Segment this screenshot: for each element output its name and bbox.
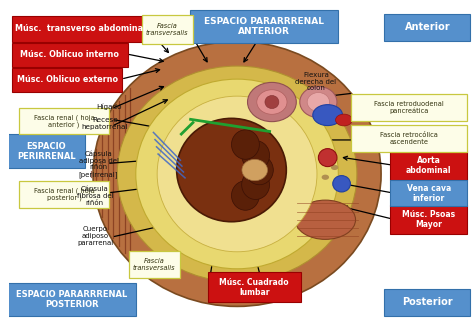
Circle shape <box>322 175 329 180</box>
Ellipse shape <box>307 93 329 112</box>
Text: Cápsula
adiposa del
riñón
[perirrenal]: Cápsula adiposa del riñón [perirrenal] <box>79 150 118 178</box>
Text: ESPACIO PARARRRENAL
POSTERIOR: ESPACIO PARARRRENAL POSTERIOR <box>16 290 128 309</box>
Text: Fascia
transversalis: Fascia transversalis <box>146 23 189 36</box>
Ellipse shape <box>117 66 357 282</box>
FancyBboxPatch shape <box>190 10 338 43</box>
Text: Receso
hepatorrenal: Receso hepatorrenal <box>82 117 128 130</box>
Ellipse shape <box>136 79 338 269</box>
Text: Posterior: Posterior <box>402 297 453 307</box>
FancyBboxPatch shape <box>8 283 136 316</box>
Ellipse shape <box>242 159 267 181</box>
Circle shape <box>313 105 343 126</box>
FancyBboxPatch shape <box>391 205 467 234</box>
Circle shape <box>331 165 338 170</box>
FancyBboxPatch shape <box>18 181 109 208</box>
Text: Cápsula
fibrosa del
riñón: Cápsula fibrosa del riñón <box>77 185 113 206</box>
FancyBboxPatch shape <box>18 108 109 134</box>
Text: Fascia retrocólica
ascendente: Fascia retrocólica ascendente <box>380 132 438 145</box>
Ellipse shape <box>157 96 317 252</box>
Text: Fascia renal ( hoja
anterior ): Fascia renal ( hoja anterior ) <box>34 114 94 128</box>
Text: Anterior: Anterior <box>404 23 450 32</box>
Text: Músc.  transverso abdominal: Músc. transverso abdominal <box>15 24 146 33</box>
Ellipse shape <box>300 86 337 117</box>
FancyBboxPatch shape <box>8 134 85 168</box>
Text: Fascia
transversalis: Fascia transversalis <box>133 258 176 271</box>
Ellipse shape <box>242 141 270 170</box>
Ellipse shape <box>232 95 316 154</box>
FancyBboxPatch shape <box>12 16 149 42</box>
Ellipse shape <box>247 82 296 122</box>
Text: Músc. Psoas
Mayor: Músc. Psoas Mayor <box>402 210 455 229</box>
Text: Músc. Oblicuo externo: Músc. Oblicuo externo <box>17 75 118 84</box>
Ellipse shape <box>295 200 356 239</box>
Circle shape <box>336 184 343 190</box>
FancyBboxPatch shape <box>12 68 122 92</box>
Text: ESPACIO
PERIRRENAL: ESPACIO PERIRRENAL <box>17 142 76 161</box>
Text: Músc. Cuadrado
lumbar: Músc. Cuadrado lumbar <box>219 278 289 297</box>
FancyBboxPatch shape <box>351 94 467 121</box>
Ellipse shape <box>319 148 337 167</box>
Ellipse shape <box>265 95 279 109</box>
FancyBboxPatch shape <box>129 251 180 278</box>
Text: Aorta
abdominal: Aorta abdominal <box>406 156 451 175</box>
Ellipse shape <box>177 118 286 222</box>
Ellipse shape <box>257 90 287 114</box>
Text: Músc. Oblicuo interno: Músc. Oblicuo interno <box>20 50 119 59</box>
FancyBboxPatch shape <box>384 289 470 316</box>
Text: ESPACIO PARARRRENAL
ANTERIOR: ESPACIO PARARRRENAL ANTERIOR <box>204 17 324 36</box>
Ellipse shape <box>242 170 270 199</box>
FancyBboxPatch shape <box>391 151 467 180</box>
FancyBboxPatch shape <box>384 14 470 41</box>
Circle shape <box>336 114 352 126</box>
Ellipse shape <box>333 176 350 192</box>
Ellipse shape <box>231 181 259 210</box>
Text: Flexura
derecha del
colon: Flexura derecha del colon <box>295 72 337 92</box>
Ellipse shape <box>246 155 273 185</box>
Text: Vena cava
inferior: Vena cava inferior <box>407 184 451 203</box>
Ellipse shape <box>231 130 259 159</box>
FancyBboxPatch shape <box>391 180 467 206</box>
FancyBboxPatch shape <box>142 15 193 44</box>
FancyBboxPatch shape <box>351 125 467 152</box>
FancyBboxPatch shape <box>12 43 128 67</box>
FancyBboxPatch shape <box>208 272 301 302</box>
Ellipse shape <box>93 42 381 306</box>
Text: Fascia retroduodenal
pancreática: Fascia retroduodenal pancreática <box>374 101 444 114</box>
Text: Fascia renal ( hoja
posterior ): Fascia renal ( hoja posterior ) <box>34 187 94 201</box>
Text: Cuerpo
adiposo
pararrenal: Cuerpo adiposo pararrenal <box>77 226 113 246</box>
Text: Hígado: Hígado <box>97 103 122 110</box>
